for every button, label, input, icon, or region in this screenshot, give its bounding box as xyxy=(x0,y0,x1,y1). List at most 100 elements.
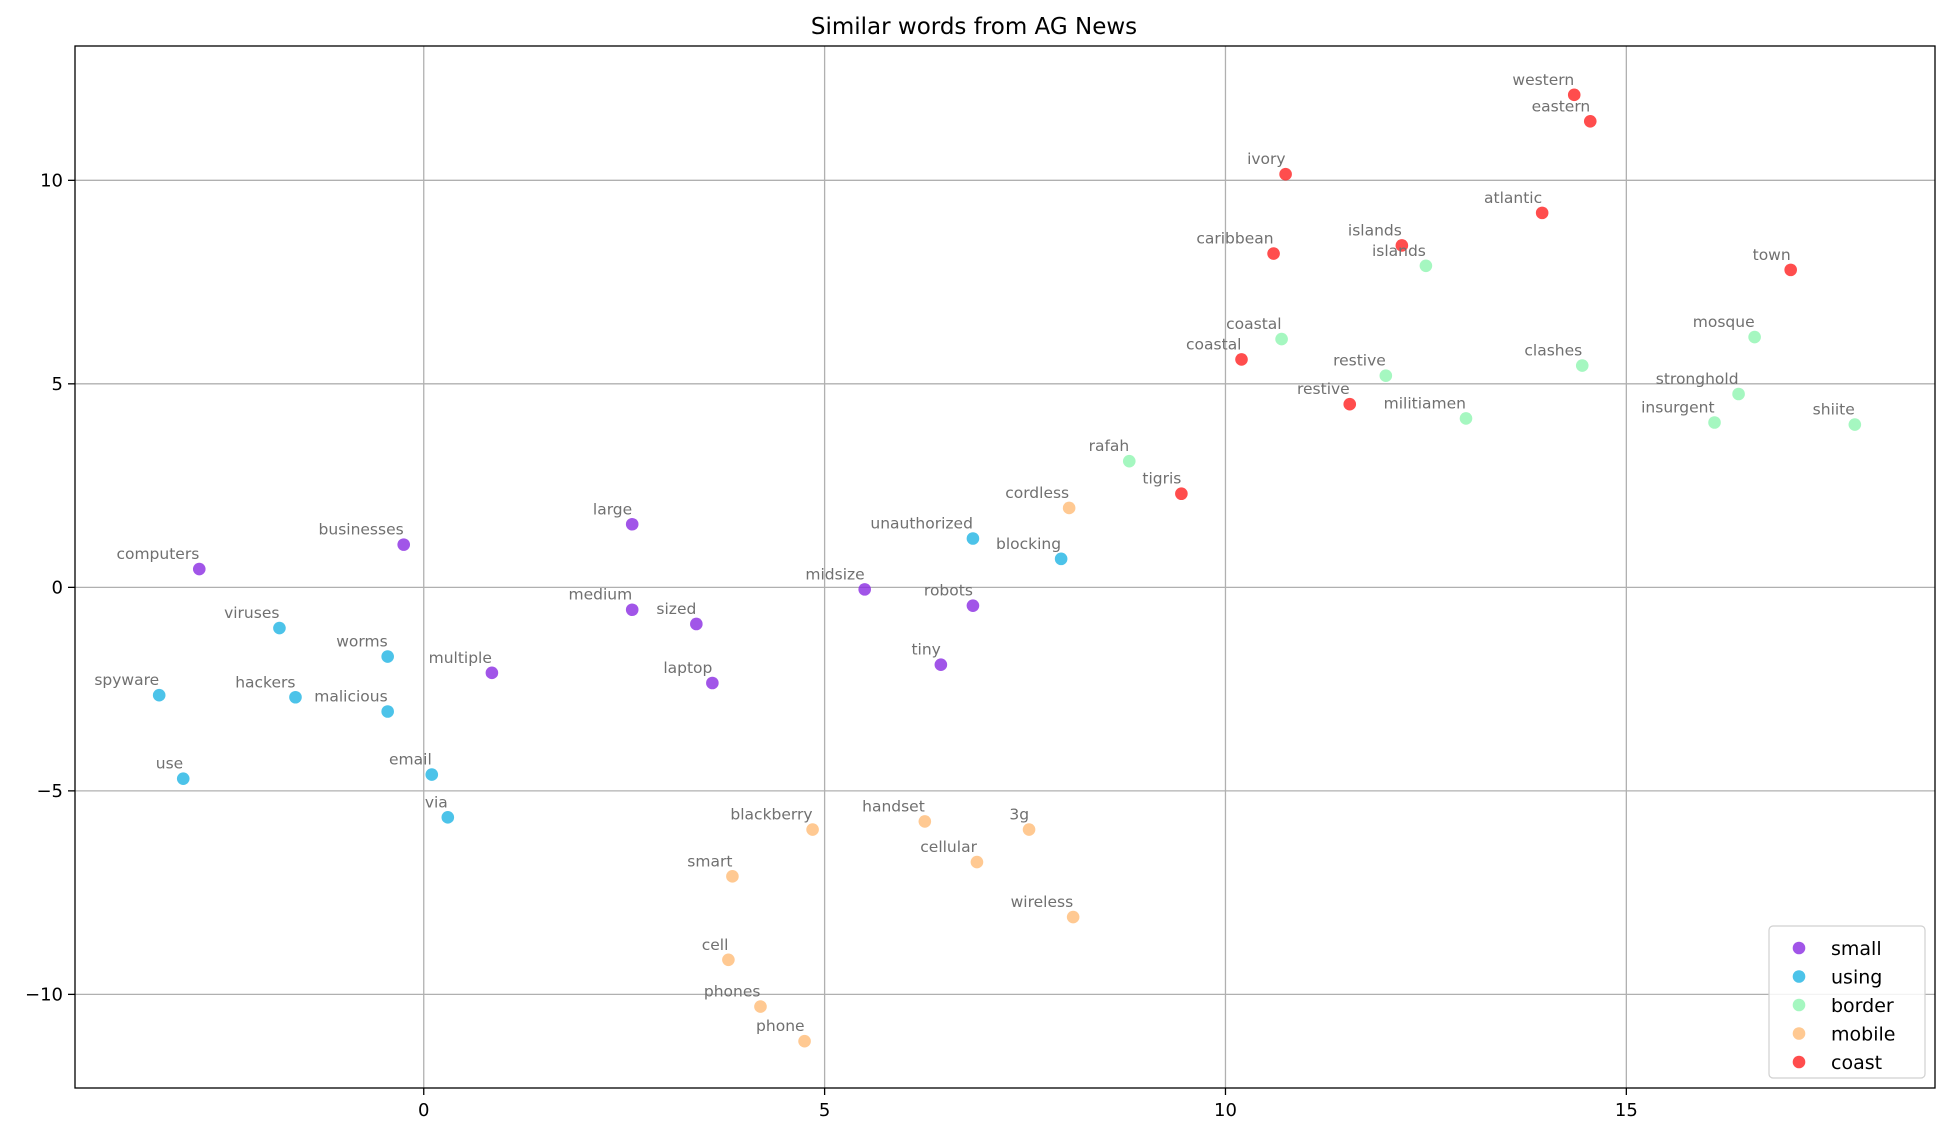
data-point-small xyxy=(625,517,639,531)
point-label: malicious xyxy=(314,687,387,705)
point-label: atlantic xyxy=(1484,189,1542,207)
point-label: cell xyxy=(702,936,729,954)
point-label: via xyxy=(425,793,448,811)
legend-marker-using xyxy=(1792,970,1806,983)
y-tick-label: 5 xyxy=(52,374,63,395)
data-points xyxy=(152,88,1862,1048)
data-point-border xyxy=(1419,259,1433,273)
data-point-border xyxy=(1275,332,1288,346)
x-tick-label: 15 xyxy=(1615,1100,1638,1121)
data-point-mobile xyxy=(918,815,932,828)
data-point-small xyxy=(934,658,948,671)
data-point-small xyxy=(858,583,871,596)
legend-marker-mobile xyxy=(1792,1027,1806,1040)
legend-marker-coast xyxy=(1792,1055,1806,1069)
point-label: multiple xyxy=(429,649,492,667)
point-label: sized xyxy=(656,600,696,618)
point-label: tigris xyxy=(1142,470,1181,488)
data-point-small xyxy=(966,599,980,612)
data-point-coast xyxy=(1784,263,1797,277)
y-tick-label: 0 xyxy=(52,577,63,598)
data-point-border xyxy=(1379,369,1393,382)
data-point-coast xyxy=(1235,353,1248,366)
point-label: laptop xyxy=(663,659,712,677)
data-point-using xyxy=(176,772,190,785)
point-label: cellular xyxy=(920,838,977,856)
data-point-using xyxy=(441,811,455,824)
point-label: medium xyxy=(568,586,632,604)
point-label: worms xyxy=(336,633,387,651)
data-point-using xyxy=(289,690,302,704)
data-point-coast xyxy=(1267,247,1280,260)
data-point-mobile xyxy=(1022,823,1036,836)
data-point-small xyxy=(192,562,206,576)
point-label: handset xyxy=(862,797,925,815)
legend: small using border mobile coast xyxy=(1768,925,1926,1079)
data-point-coast xyxy=(1395,239,1409,252)
point-label: caribbean xyxy=(1196,230,1273,248)
point-label: large xyxy=(593,500,632,518)
data-point-border xyxy=(1748,330,1761,344)
data-point-border xyxy=(1459,412,1473,425)
point-label: insurgent xyxy=(1641,399,1714,417)
point-label: coastal xyxy=(1226,315,1281,333)
data-point-coast xyxy=(1535,206,1549,220)
data-point-coast xyxy=(1279,167,1292,181)
axis-ticks: 0 5 10 15 10 5 0 −5 −10 xyxy=(25,170,1638,1121)
point-label: islands xyxy=(1348,221,1402,239)
data-point-small xyxy=(485,666,499,680)
legend-marker-border xyxy=(1792,998,1806,1012)
point-label: businesses xyxy=(319,521,404,539)
legend-box xyxy=(1768,925,1926,1079)
data-point-mobile xyxy=(726,870,739,883)
data-point-using xyxy=(381,650,394,663)
point-label: unauthorized xyxy=(870,515,973,533)
data-point-mobile xyxy=(970,855,984,869)
data-point-using xyxy=(425,768,439,781)
chart-title: Similar words from AG News xyxy=(811,14,1137,40)
point-label: cordless xyxy=(1005,484,1069,502)
legend-label: mobile xyxy=(1831,1024,1895,1046)
point-label: shiite xyxy=(1813,401,1855,419)
data-point-small xyxy=(625,603,639,617)
data-point-mobile xyxy=(798,1034,811,1048)
point-label: email xyxy=(389,751,432,769)
point-label: midsize xyxy=(805,565,864,583)
point-label: western xyxy=(1512,71,1574,89)
data-point-small xyxy=(397,538,411,551)
point-label: coastal xyxy=(1186,335,1241,353)
point-label: restive xyxy=(1297,380,1350,398)
data-point-border xyxy=(1575,359,1589,372)
data-point-mobile xyxy=(722,953,735,967)
point-label: militiamen xyxy=(1384,394,1466,412)
data-point-mobile xyxy=(754,1000,767,1013)
legend-label: border xyxy=(1831,995,1894,1017)
data-point-coast xyxy=(1175,487,1188,501)
point-label: computers xyxy=(116,545,199,563)
data-point-using xyxy=(152,688,166,702)
data-point-small xyxy=(706,676,719,690)
y-tick-label: 10 xyxy=(40,170,63,191)
point-label: eastern xyxy=(1532,97,1591,115)
grid-lines xyxy=(75,46,1935,1088)
point-label: smart xyxy=(687,852,732,870)
legend-label: coast xyxy=(1831,1052,1882,1074)
point-label: spyware xyxy=(94,671,159,689)
point-label: islands xyxy=(1372,242,1426,260)
point-label: rafah xyxy=(1089,437,1130,455)
point-label: blocking xyxy=(996,535,1061,553)
data-point-small xyxy=(690,617,703,631)
point-label: restive xyxy=(1333,352,1386,370)
y-tick-label: −5 xyxy=(36,781,63,802)
data-point-border xyxy=(1848,418,1862,431)
data-point-using xyxy=(1054,552,1068,566)
data-point-coast xyxy=(1567,88,1581,102)
data-point-border xyxy=(1708,416,1721,429)
x-tick-label: 0 xyxy=(418,1100,429,1121)
data-point-using xyxy=(381,705,394,718)
point-label: use xyxy=(156,755,183,773)
point-label: town xyxy=(1753,246,1791,264)
x-tick-label: 5 xyxy=(819,1100,830,1121)
